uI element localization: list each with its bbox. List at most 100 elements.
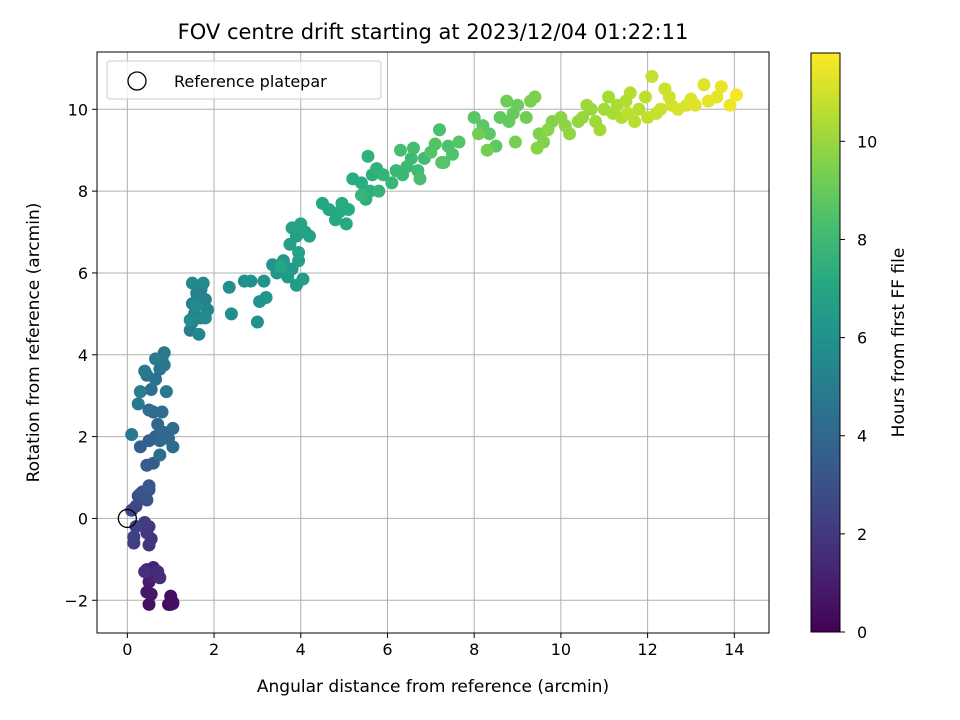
colorbar-label: Hours from first FF file: [889, 248, 909, 438]
y-tick-label: 8: [78, 182, 88, 201]
scatter-point: [710, 90, 724, 104]
x-tick-label: 10: [551, 640, 571, 659]
scatter-point: [446, 147, 460, 161]
scatter-point: [638, 90, 652, 104]
scatter-point: [222, 280, 236, 294]
scatter-point: [428, 137, 442, 151]
scatter-point: [376, 168, 390, 182]
scatter-point: [688, 98, 702, 112]
x-tick-label: 4: [296, 640, 306, 659]
x-tick-label: 8: [469, 640, 479, 659]
scatter-point: [185, 276, 199, 290]
scatter-point: [467, 110, 481, 124]
scatter-point: [528, 90, 542, 104]
chart-title: FOV centre drift starting at 2023/12/04 …: [178, 20, 689, 44]
scatter-point: [302, 229, 316, 243]
scatter-point: [511, 98, 525, 112]
scatter-point: [519, 110, 533, 124]
legend-box: [106, 60, 382, 100]
colorbar-ticks: 0 2 4 6 8 10: [840, 132, 877, 642]
grid-lines: [97, 52, 769, 633]
scatter-point: [196, 276, 210, 290]
scatter-point: [159, 385, 173, 399]
scatter-point: [580, 98, 594, 112]
scatter-point: [354, 176, 368, 190]
scatter-point: [296, 272, 310, 286]
reference-marker: [117, 508, 137, 529]
scatter-point: [198, 311, 212, 325]
scatter-point: [142, 597, 156, 611]
scatter-point: [385, 176, 399, 190]
scatter-point: [576, 110, 590, 124]
scatter-point: [190, 299, 204, 313]
x-tick-label: 6: [382, 640, 392, 659]
scatter-point: [155, 405, 169, 419]
scatter-point: [372, 184, 386, 198]
scatter-point: [602, 90, 616, 104]
colorbar-tick-label: 2: [857, 525, 867, 544]
scatter-point: [435, 155, 449, 169]
x-tick-label: 0: [122, 640, 132, 659]
scatter-point: [714, 80, 728, 94]
scatter-point: [183, 313, 197, 327]
scatter-point: [530, 141, 544, 155]
scatter-point: [153, 571, 167, 585]
scatter-point: [244, 274, 258, 288]
scatter-point: [500, 94, 514, 108]
y-axis-ticks: −2 0 2 4 6 8 10: [64, 100, 97, 610]
x-axis-label: Angular distance from reference (arcmin): [257, 677, 609, 697]
scatter-point: [129, 499, 143, 513]
colorbar-tick-label: 8: [857, 230, 867, 249]
scatter-point: [166, 440, 180, 454]
scatter-point: [127, 530, 141, 544]
colorbar: 0 2 4 6 8 10 Hours from first FF file: [810, 52, 909, 642]
scatter-point: [322, 203, 336, 217]
scatter-point: [339, 217, 353, 231]
colorbar-tick-label: 4: [857, 427, 867, 446]
legend: Reference platepar: [106, 60, 382, 100]
scatter-point: [125, 428, 139, 442]
scatter-point: [144, 383, 158, 397]
scatter-point: [138, 364, 152, 378]
reference-point-marker: [117, 508, 137, 529]
scatter-point: [149, 352, 163, 366]
scatter-point: [697, 78, 711, 92]
scatter-point: [433, 123, 447, 137]
scatter-point: [149, 372, 163, 386]
scatter-point: [354, 188, 368, 202]
scatter-point: [361, 149, 375, 163]
scatter-point: [406, 141, 420, 155]
scatter-point: [250, 315, 264, 329]
scatter-point: [166, 597, 180, 611]
scatter-point: [133, 487, 147, 501]
y-tick-label: 0: [78, 509, 88, 528]
x-tick-label: 2: [209, 640, 219, 659]
plot-frame: [96, 51, 770, 634]
scatter-point: [729, 88, 743, 102]
scatter-point: [153, 448, 167, 462]
x-tick-label: 14: [724, 640, 744, 659]
scatter-point: [140, 585, 154, 599]
scatter-point: [335, 196, 349, 210]
scatter-point: [142, 403, 156, 417]
scatter-point: [623, 86, 637, 100]
scatter-point: [621, 106, 635, 120]
colorbar-gradient: [810, 52, 841, 633]
y-axis-label: Rotation from reference (arcmin): [24, 203, 44, 483]
scatter-point: [294, 217, 308, 231]
y-tick-label: 10: [68, 100, 88, 119]
scatter-point: [482, 127, 496, 141]
scatter-point: [593, 123, 607, 137]
scatter-point: [413, 172, 427, 186]
plot-area: [96, 51, 770, 634]
scatter-point: [723, 98, 737, 112]
scatter-point: [257, 274, 271, 288]
scatter-point: [133, 385, 147, 399]
colorbar-tick-label: 6: [857, 329, 867, 348]
scatter-point: [292, 245, 306, 259]
y-tick-label: 4: [78, 346, 88, 365]
scatter-point: [452, 135, 466, 149]
scatter-point: [472, 127, 486, 141]
scatter-point: [192, 327, 206, 341]
colorbar-tick-label: 10: [857, 132, 877, 151]
